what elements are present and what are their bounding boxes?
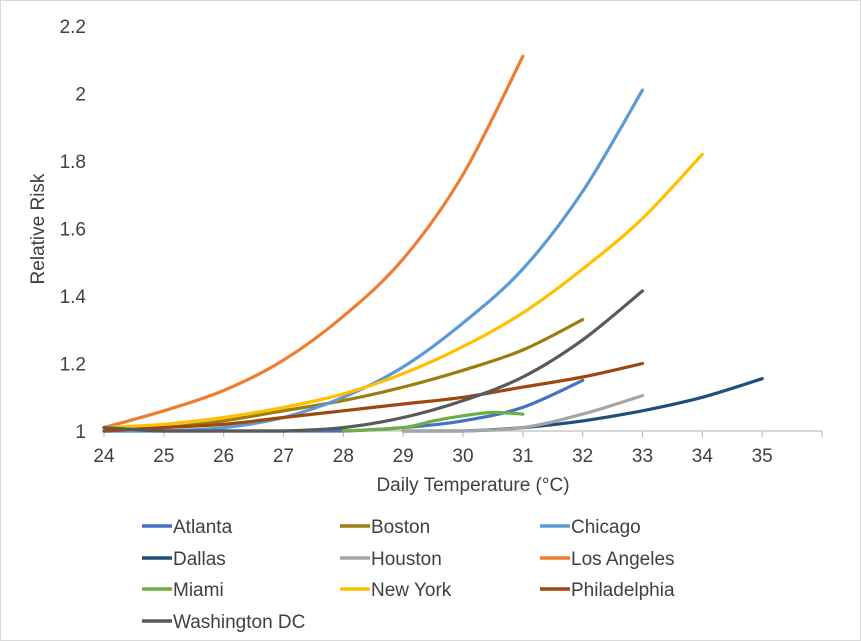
y-tick-label: 1.2 xyxy=(60,355,86,376)
legend-label-boston: Boston xyxy=(371,517,430,538)
x-axis-title: Daily Temperature (°C) xyxy=(376,475,569,496)
x-tick-label: 27 xyxy=(273,446,294,467)
legend-label-dallas: Dallas xyxy=(173,549,226,570)
x-tick-label: 26 xyxy=(213,446,234,467)
legend-label-washington-dc: Washington DC xyxy=(173,612,305,633)
x-tick-label: 25 xyxy=(153,446,174,467)
y-tick-label: 1.6 xyxy=(60,220,86,241)
x-tick-label: 34 xyxy=(692,446,714,467)
series-line-washington-dc xyxy=(102,289,645,433)
y-tick-label: 1.4 xyxy=(60,287,87,308)
legend-label-atlanta: Atlanta xyxy=(173,517,233,538)
legend-label-new-york: New York xyxy=(371,580,452,601)
y-tick-label: 1 xyxy=(75,422,86,443)
y-axis-title: Relative Risk xyxy=(28,173,49,284)
series-lines xyxy=(102,54,764,433)
legend-label-los-angeles: Los Angeles xyxy=(571,549,675,570)
y-tick-label: 1.8 xyxy=(60,152,86,173)
series-line-los-angeles xyxy=(102,54,525,430)
x-tick-label: 31 xyxy=(512,446,533,467)
x-tick-label: 28 xyxy=(333,446,354,467)
x-tick-label: 30 xyxy=(452,446,473,467)
legend-label-houston: Houston xyxy=(371,549,442,570)
series-line-chicago xyxy=(102,88,645,433)
x-tick-label: 32 xyxy=(572,446,593,467)
x-tick-label: 35 xyxy=(752,446,773,467)
legend: Atlanta Boston Chicago Dallas Houston Los Ang… xyxy=(142,517,675,633)
x-tick-label: 33 xyxy=(632,446,653,467)
series-line-miami xyxy=(341,410,525,433)
legend-label-miami: Miami xyxy=(173,580,224,601)
x-tick-label: 24 xyxy=(93,446,115,467)
y-tick-label: 2 xyxy=(75,85,86,106)
y-tick-label: 2.2 xyxy=(60,17,86,38)
legend-label-philadelphia: Philadelphia xyxy=(571,580,675,601)
series-line-new-york xyxy=(102,152,704,430)
y-axis: 1 1.2 1.4 1.6 1.8 2 2.2 xyxy=(60,17,87,443)
series-line-houston xyxy=(401,394,645,433)
series-line-philadelphia xyxy=(102,361,645,433)
x-axis: 24 25 26 27 28 29 30 31 32 33 34 35 xyxy=(93,430,823,467)
x-tick-label: 29 xyxy=(393,446,414,467)
legend-label-chicago: Chicago xyxy=(571,517,641,538)
